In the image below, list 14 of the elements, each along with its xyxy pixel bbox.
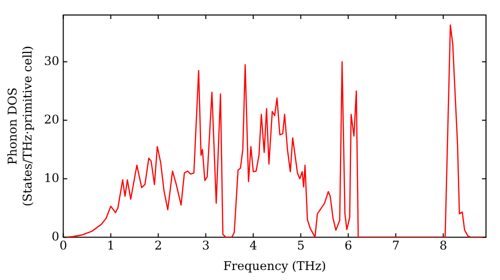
x-tick-label: 4 <box>249 238 258 253</box>
x-tick-label: 8 <box>439 238 448 253</box>
x-tick-label: 7 <box>392 238 400 253</box>
x-tick-label: 2 <box>154 238 162 253</box>
x-axis-title: Frequency (THz) <box>223 258 326 273</box>
x-tick-label: 6 <box>344 238 352 253</box>
y-tick-label: 0 <box>52 229 60 244</box>
x-tick-label: 1 <box>106 238 115 253</box>
x-tick-label: 5 <box>296 238 305 253</box>
x-tick-label: 3 <box>202 238 210 253</box>
y-tick-label: 10 <box>44 170 60 185</box>
y-tick-label: 20 <box>44 112 60 126</box>
y-tick-label: 30 <box>44 54 60 68</box>
y-axis-title: Phonon DOS (States/THz·primitive cell) <box>6 46 35 206</box>
